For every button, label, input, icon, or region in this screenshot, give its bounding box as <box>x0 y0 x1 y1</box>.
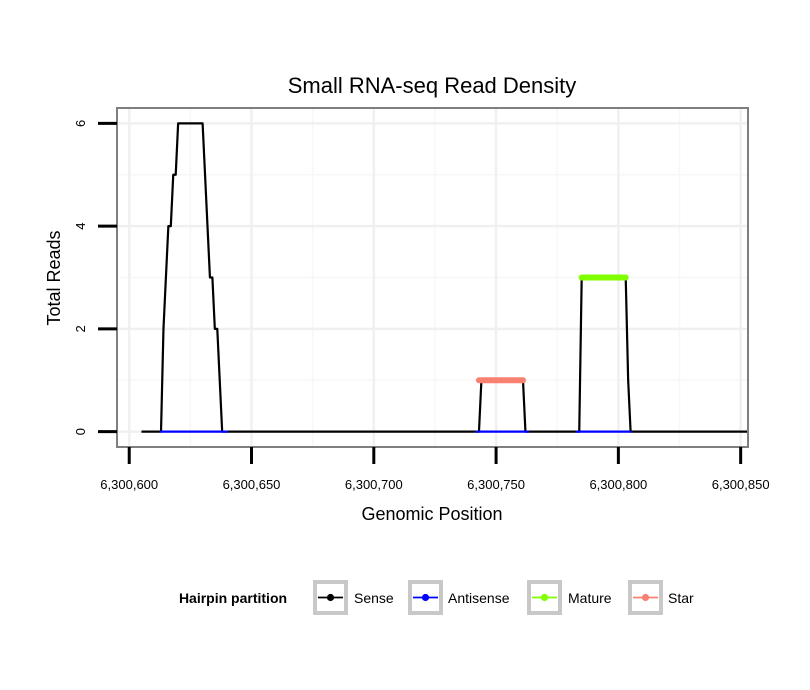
legend-title: Hairpin partition <box>179 590 287 606</box>
legend-label: Antisense <box>448 590 510 606</box>
x-tick-label: 6,300,600 <box>100 477 158 492</box>
legend-label: Mature <box>568 590 612 606</box>
x-tick-label: 6,300,850 <box>712 477 770 492</box>
grid-lines <box>118 109 747 446</box>
y-axis-title: Total Reads <box>44 230 64 325</box>
legend-key-point <box>641 593 650 602</box>
legend-label: Sense <box>354 590 394 606</box>
legend-key-point <box>326 593 335 602</box>
chart-title: Small RNA-seq Read Density <box>288 73 577 98</box>
x-axis: 6,300,600 6,300,650 6,300,700 6,300,750 6,30… <box>100 447 770 492</box>
legend-key-point <box>421 593 430 602</box>
legend-key-point <box>540 593 549 602</box>
legend-item-antisense: Antisense <box>408 580 510 615</box>
y-tick-label: 4 <box>73 223 88 230</box>
x-axis-title: Genomic Position <box>361 504 502 524</box>
y-axis: 0 2 4 6 <box>73 120 117 435</box>
y-tick-label: 6 <box>73 120 88 127</box>
x-tick-label: 6,300,700 <box>345 477 403 492</box>
y-tick-label: 2 <box>73 325 88 332</box>
legend: Hairpin partition Sense Antisense Mature St… <box>179 580 694 615</box>
legend-item-star: Star <box>628 580 694 615</box>
legend-item-sense: Sense <box>313 580 394 615</box>
series-layer <box>141 122 747 433</box>
legend-item-mature: Mature <box>527 580 612 615</box>
x-tick-label: 6,300,750 <box>467 477 525 492</box>
x-tick-label: 6,300,650 <box>223 477 281 492</box>
y-tick-label: 0 <box>73 428 88 435</box>
legend-label: Star <box>668 590 694 606</box>
x-tick-label: 6,300,800 <box>589 477 647 492</box>
